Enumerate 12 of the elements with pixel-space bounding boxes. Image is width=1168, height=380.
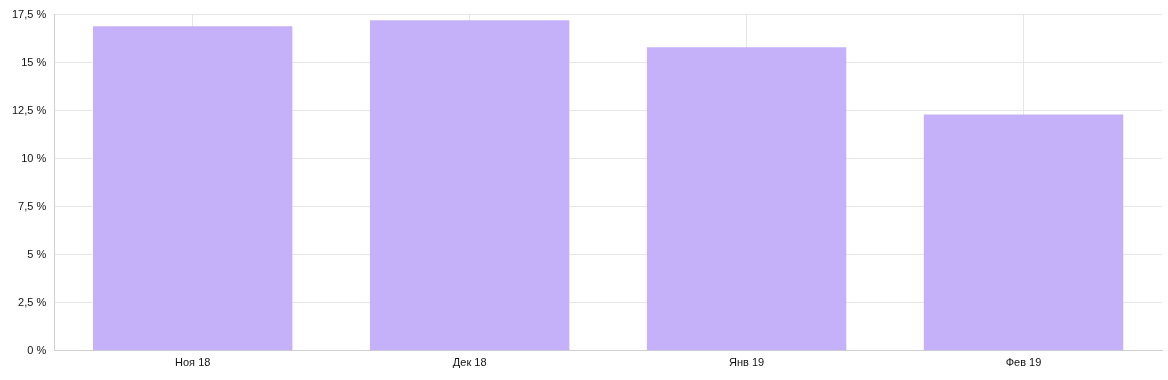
y-tick-label: 0 % [27,343,47,356]
y-tick-label: 10 % [21,151,47,164]
y-tick-label: 15 % [21,55,47,68]
y-tick-label: 2,5 % [18,295,47,308]
x-tick-label: Ноя 18 [175,356,211,369]
x-tick-label: Фев 19 [1005,356,1042,369]
y-tick-label: 7,5 % [18,199,47,212]
x-tick-label: Дек 18 [452,356,487,369]
y-tick-label: 17,5 % [12,7,47,20]
y-tick-label: 12,5 % [12,103,47,116]
x-tick-label: Янв 19 [729,356,765,369]
y-tick-label: 5 % [27,247,47,260]
